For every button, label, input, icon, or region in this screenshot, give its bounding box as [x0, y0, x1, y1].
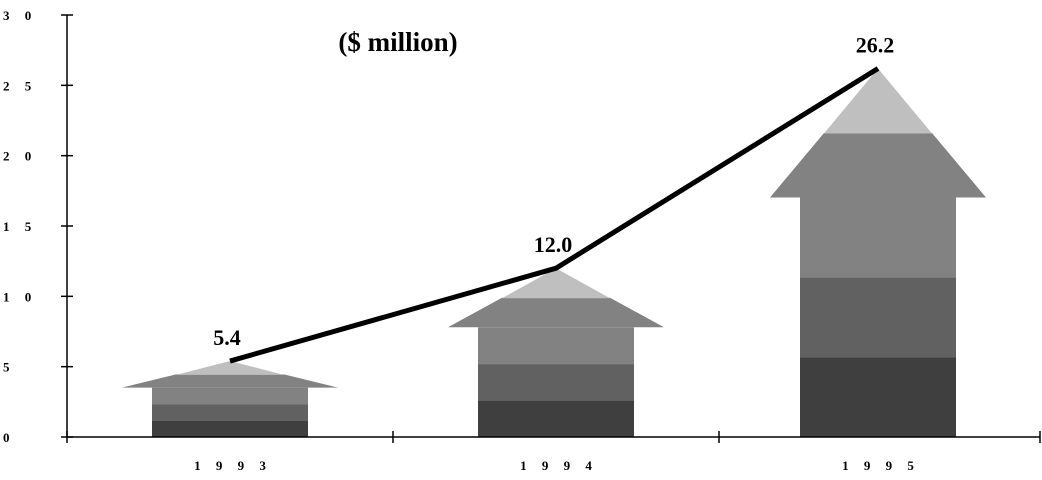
x-tick-label: 1 9 9 5: [842, 458, 920, 473]
y-tick-label: 0: [3, 430, 16, 445]
arrow-bar-1995: [770, 68, 986, 438]
arrow-body-band: [478, 400, 634, 438]
x-tick-label: 1 9 9 3: [194, 458, 272, 473]
arrow-body-band: [800, 357, 956, 438]
arrow-head-lower: [770, 132, 986, 198]
y-tick-label: 1 5: [3, 219, 37, 234]
arrow-body-band: [152, 404, 308, 422]
arrow-body-band: [800, 277, 956, 358]
data-labels: 5.4 12.0 26.2: [213, 32, 894, 350]
arrow-head-tip: [502, 268, 610, 299]
data-label: 26.2: [856, 32, 895, 57]
arrow-bar-1994: [448, 268, 664, 438]
y-tick-label: 3 0: [3, 8, 37, 23]
arrow-body-band: [152, 387, 308, 405]
arrow-body-band: [152, 420, 308, 438]
arrow-bar-1993: [122, 361, 338, 438]
x-axis-ticks: 1 9 9 3 1 9 9 4 1 9 9 5: [66, 431, 1041, 473]
arrow-head-tip: [176, 361, 284, 375]
data-label: 12.0: [534, 232, 573, 257]
y-tick-label: 5: [3, 360, 16, 375]
arrow-head-tip: [824, 68, 932, 134]
arrow-head-lower: [122, 374, 338, 388]
arrow-head-lower: [448, 297, 664, 328]
y-tick-label: 2 0: [3, 149, 37, 164]
arrow-body-band: [478, 327, 634, 365]
y-tick-label: 1 0: [3, 289, 37, 304]
x-tick-label: 1 9 9 4: [520, 458, 598, 473]
data-label: 5.4: [213, 325, 241, 350]
y-tick-label: 2 5: [3, 78, 37, 93]
y-axis-ticks: 0 5 1 0 1 5 2 0 2 5 3 0: [3, 8, 73, 445]
arrow-body-band: [800, 197, 956, 278]
arrow-body-band: [478, 363, 634, 401]
trend-line: [229, 66, 880, 364]
arrow-bars: [122, 68, 986, 438]
chart-title: ($ million): [338, 27, 457, 57]
